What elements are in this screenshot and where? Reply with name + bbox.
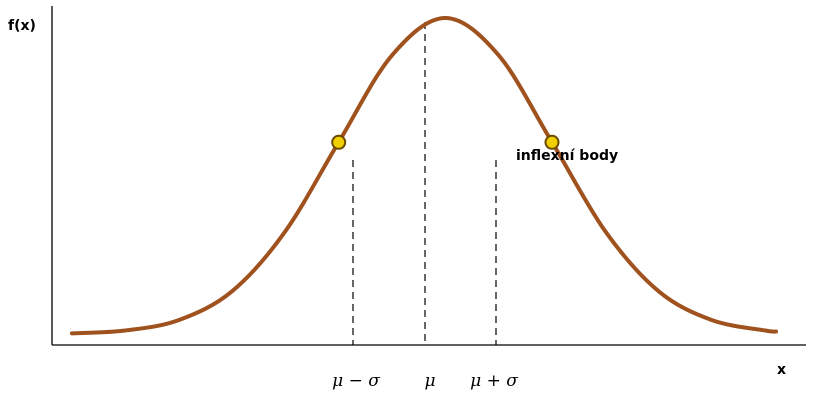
tick-label-mu-plus-sigma: μ + σ	[470, 371, 518, 391]
y-axis-label: f(x)	[8, 18, 36, 34]
inflection-point-left	[331, 134, 347, 150]
tick-label-mu-minus-sigma: μ − σ	[332, 371, 380, 391]
density-curve	[70, 16, 778, 336]
x-axis-label: x	[777, 362, 786, 378]
inflection-label: inflexní body	[516, 148, 618, 164]
inflection-point-right	[544, 134, 560, 150]
tick-label-mu: μ	[424, 371, 435, 391]
